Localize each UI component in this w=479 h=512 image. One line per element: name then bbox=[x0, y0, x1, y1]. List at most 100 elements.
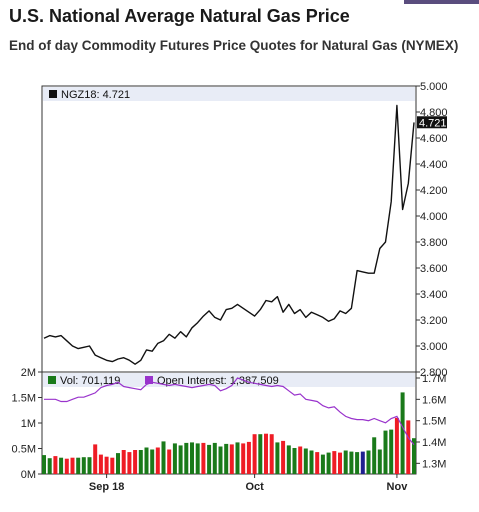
volume-bar bbox=[110, 457, 115, 474]
volume-bar bbox=[201, 442, 206, 474]
volume-bar bbox=[326, 452, 331, 474]
volume-bar bbox=[383, 430, 388, 474]
volume-bar bbox=[218, 446, 223, 474]
open-interest-y-tick-label: 1.4M bbox=[422, 437, 446, 449]
price-legend-swatch bbox=[49, 90, 57, 98]
volume-bar bbox=[172, 443, 177, 474]
volume-bar bbox=[59, 457, 64, 474]
page-subtitle: End of day Commodity Futures Price Quote… bbox=[9, 38, 459, 53]
volume-bar bbox=[406, 420, 411, 474]
price-plot-frame bbox=[41, 85, 417, 373]
volume-bar bbox=[64, 458, 69, 474]
volume-bar bbox=[269, 434, 274, 474]
volume-bar bbox=[212, 442, 217, 474]
volume-bar bbox=[394, 417, 399, 474]
volume-bar bbox=[292, 448, 297, 474]
volume-bar bbox=[372, 437, 377, 474]
volume-bar bbox=[121, 450, 126, 474]
volume-bar bbox=[332, 451, 337, 474]
price-y-tick-label: 3.600 bbox=[420, 263, 448, 275]
volume-bar bbox=[190, 442, 194, 474]
last-price-badge-text: 4.721 bbox=[419, 117, 447, 129]
volume-bar bbox=[286, 445, 291, 474]
volume-bar bbox=[104, 456, 109, 474]
volume-y-tick-label: 2M bbox=[21, 367, 36, 379]
volume-bar bbox=[184, 442, 189, 474]
last-price-badge-box bbox=[417, 116, 447, 129]
price-y-tick-label: 3.800 bbox=[420, 237, 448, 249]
volume-bar bbox=[116, 453, 120, 474]
volume-bar bbox=[343, 450, 348, 474]
volume-panel: Vol: 701,119 Open Interest: 1,387,509 bbox=[41, 371, 417, 475]
volume-bar bbox=[264, 433, 268, 474]
open-interest-y-tick-label: 1.3M bbox=[422, 458, 446, 470]
volume-bar bbox=[355, 452, 360, 474]
volume-bar bbox=[161, 441, 166, 474]
price-y-tick-label: 3.400 bbox=[420, 289, 448, 301]
volume-y-tick-label: 1M bbox=[21, 418, 36, 430]
price-y-tick-label: 4.200 bbox=[420, 185, 448, 197]
price-y-tick-label: 4.000 bbox=[420, 211, 448, 223]
price-y-tick-label: 3.200 bbox=[420, 315, 448, 327]
volume-plot-frame bbox=[41, 371, 417, 475]
volume-bar bbox=[258, 434, 263, 474]
volume-bar bbox=[87, 457, 92, 474]
volume-bar bbox=[47, 458, 52, 474]
x-tick-label: Oct bbox=[245, 481, 264, 493]
volume-bar bbox=[224, 443, 229, 474]
volume-bar bbox=[70, 457, 75, 474]
volume-legend-swatch bbox=[48, 376, 56, 384]
volume-bar bbox=[315, 452, 320, 474]
volume-bar bbox=[412, 438, 416, 474]
volume-bar bbox=[275, 442, 280, 474]
volume-bar bbox=[98, 454, 103, 474]
volume-bar bbox=[93, 444, 98, 474]
volume-bars bbox=[42, 392, 416, 474]
date-x-axis: Sep 18 Oct Nov bbox=[89, 474, 408, 493]
volume-bar bbox=[241, 443, 246, 474]
volume-bar bbox=[167, 449, 172, 474]
volume-bar bbox=[127, 452, 132, 474]
volume-legend-band bbox=[43, 373, 415, 387]
price-y-tick-label: 2.800 bbox=[420, 367, 448, 379]
price-series-line bbox=[43, 104, 415, 365]
price-y-tick-label: 3.000 bbox=[420, 341, 448, 353]
open-interest-y-tick-label: 1.7M bbox=[422, 373, 446, 385]
volume-bar bbox=[400, 392, 405, 474]
volume-bar bbox=[133, 450, 138, 474]
volume-bar bbox=[207, 444, 212, 474]
price-y-axis: 5.000 4.800 4.600 4.400 4.200 4.000 3.800 3.600… bbox=[416, 81, 448, 379]
volume-y-tick-label: 0.5M bbox=[12, 444, 36, 456]
price-legend-text: NGZ18: 4.721 bbox=[61, 89, 130, 101]
volume-bar bbox=[144, 447, 149, 474]
volume-bar bbox=[252, 434, 257, 474]
open-interest-y-tick-label: 1.5M bbox=[422, 416, 446, 428]
volume-bar bbox=[178, 445, 183, 474]
volume-bar bbox=[303, 448, 308, 474]
volume-bar bbox=[281, 440, 286, 474]
corner-tab bbox=[404, 0, 479, 4]
volume-axes: 2M 1.5M 1M 0.5M 0M 1.7M 1.6M 1.5M 1.4M 1.3M bbox=[12, 367, 447, 481]
volume-bar bbox=[195, 443, 200, 474]
volume-bar bbox=[81, 457, 86, 474]
price-legend-band bbox=[43, 87, 415, 101]
volume-bar bbox=[360, 451, 365, 474]
open-interest-line bbox=[44, 377, 415, 446]
volume-legend-text: Vol: 701,119 bbox=[60, 375, 120, 387]
x-tick-label: Nov bbox=[387, 481, 409, 493]
open-interest-y-tick-label: 1.6M bbox=[422, 394, 446, 406]
volume-bar bbox=[155, 447, 160, 474]
volume-bar bbox=[246, 441, 251, 474]
price-y-tick-label: 4.400 bbox=[420, 159, 448, 171]
price-y-tick-label: 4.800 bbox=[420, 107, 448, 119]
open-interest-legend-text: Open Interest: 1,387,509 bbox=[157, 375, 279, 387]
volume-y-tick-label: 0M bbox=[21, 469, 36, 481]
volume-bar bbox=[229, 444, 234, 474]
volume-bar bbox=[377, 449, 382, 474]
page-title: U.S. National Average Natural Gas Price bbox=[9, 6, 350, 26]
volume-bar bbox=[235, 442, 240, 474]
volume-bar bbox=[366, 450, 371, 474]
price-y-tick-label: 4.600 bbox=[420, 133, 448, 145]
volume-bar bbox=[338, 452, 342, 474]
